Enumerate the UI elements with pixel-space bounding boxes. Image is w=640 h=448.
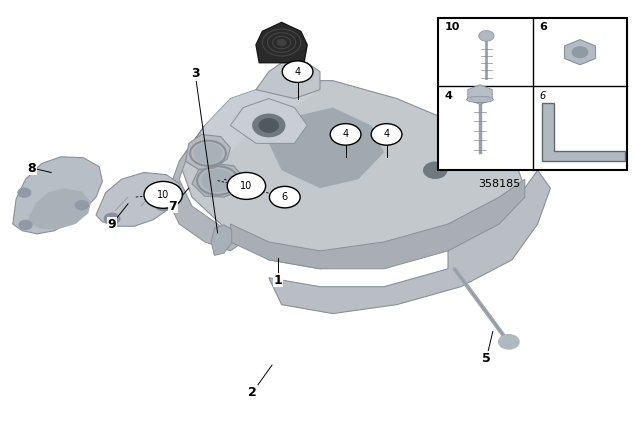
- Circle shape: [572, 47, 588, 57]
- Circle shape: [376, 127, 397, 142]
- Text: 5: 5: [482, 352, 491, 365]
- Text: 4: 4: [295, 67, 300, 76]
- Circle shape: [18, 188, 31, 197]
- Polygon shape: [269, 170, 550, 314]
- Circle shape: [371, 124, 402, 145]
- Text: 3: 3: [191, 67, 200, 81]
- Text: 7: 7: [168, 199, 177, 213]
- Bar: [438, 18, 627, 170]
- Text: 6: 6: [282, 192, 288, 202]
- Polygon shape: [230, 179, 525, 269]
- Polygon shape: [186, 134, 230, 169]
- Circle shape: [259, 119, 278, 132]
- Circle shape: [499, 335, 519, 349]
- Circle shape: [76, 201, 88, 210]
- Text: 10: 10: [157, 190, 170, 200]
- Polygon shape: [256, 22, 307, 63]
- Circle shape: [253, 114, 285, 137]
- Polygon shape: [13, 157, 102, 234]
- Text: 358185: 358185: [478, 179, 520, 189]
- Polygon shape: [230, 99, 307, 143]
- Text: 1: 1: [274, 273, 283, 287]
- Polygon shape: [256, 63, 320, 99]
- Circle shape: [282, 61, 313, 82]
- Text: 4: 4: [294, 67, 301, 77]
- Text: 4: 4: [342, 129, 349, 139]
- Text: 4: 4: [445, 91, 452, 101]
- Text: 10: 10: [445, 22, 460, 32]
- Text: 2: 2: [248, 385, 257, 399]
- Circle shape: [479, 30, 494, 41]
- Ellipse shape: [467, 96, 493, 103]
- Text: 4: 4: [343, 130, 348, 139]
- Text: 4: 4: [383, 129, 390, 139]
- Circle shape: [156, 200, 171, 211]
- Circle shape: [335, 127, 356, 142]
- Polygon shape: [192, 81, 320, 170]
- Polygon shape: [211, 225, 232, 255]
- Circle shape: [269, 186, 300, 208]
- Text: 8: 8: [28, 161, 36, 175]
- Polygon shape: [192, 164, 243, 197]
- Text: 6: 6: [540, 91, 545, 101]
- Polygon shape: [96, 172, 179, 226]
- Polygon shape: [269, 108, 384, 188]
- Circle shape: [194, 143, 222, 163]
- Circle shape: [144, 181, 182, 208]
- Circle shape: [287, 65, 308, 79]
- Polygon shape: [27, 188, 91, 229]
- Circle shape: [424, 162, 447, 178]
- Circle shape: [104, 213, 120, 224]
- Circle shape: [277, 39, 286, 46]
- Polygon shape: [543, 103, 625, 161]
- Text: 4: 4: [384, 130, 389, 139]
- Polygon shape: [179, 81, 525, 269]
- Polygon shape: [166, 125, 243, 251]
- Text: 10: 10: [240, 181, 253, 191]
- Circle shape: [19, 220, 32, 229]
- Circle shape: [202, 170, 233, 191]
- Circle shape: [227, 172, 266, 199]
- Circle shape: [330, 124, 361, 145]
- Text: 9: 9: [108, 217, 116, 231]
- Text: 6: 6: [540, 22, 547, 32]
